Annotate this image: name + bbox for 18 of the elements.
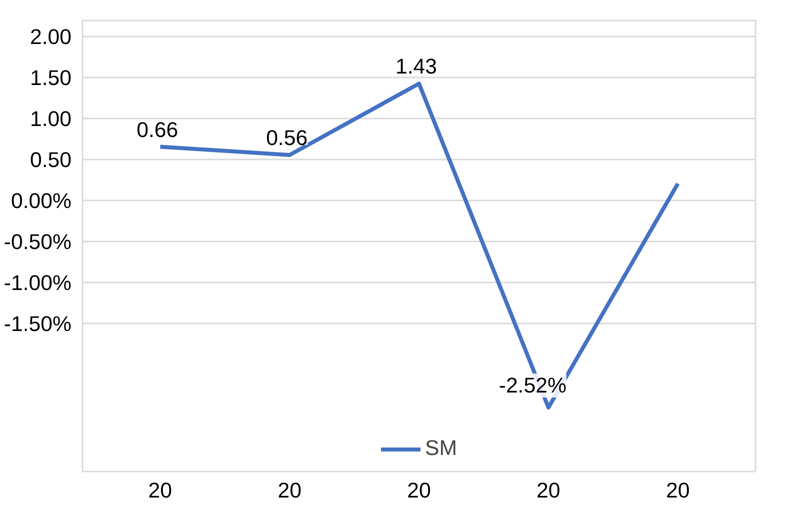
- data-label: 0.56: [266, 126, 308, 150]
- data-label: 0.66: [136, 118, 178, 142]
- y-tick-label: 1.00: [30, 106, 72, 131]
- data-label: 1.43: [395, 54, 438, 79]
- x-tick-label: 20: [278, 478, 302, 502]
- data-label: -2.52%: [498, 374, 566, 398]
- legend-label: SM: [425, 436, 457, 461]
- y-tick-label: -1.50%: [4, 312, 72, 336]
- x-tick-label: 20: [148, 478, 172, 502]
- y-tick-label: -0.50%: [4, 230, 72, 254]
- x-tick-label: 20: [407, 478, 431, 502]
- y-tick-label: -1.00%: [4, 270, 72, 295]
- y-tick-label: 0.50: [30, 148, 72, 172]
- y-tick-label: 0.00%: [11, 188, 72, 213]
- x-tick-label: 20: [666, 478, 690, 502]
- y-tick-label: 2.00: [30, 24, 72, 49]
- y-tick-label: 1.50: [30, 66, 72, 90]
- x-tick-label: 20: [536, 478, 560, 502]
